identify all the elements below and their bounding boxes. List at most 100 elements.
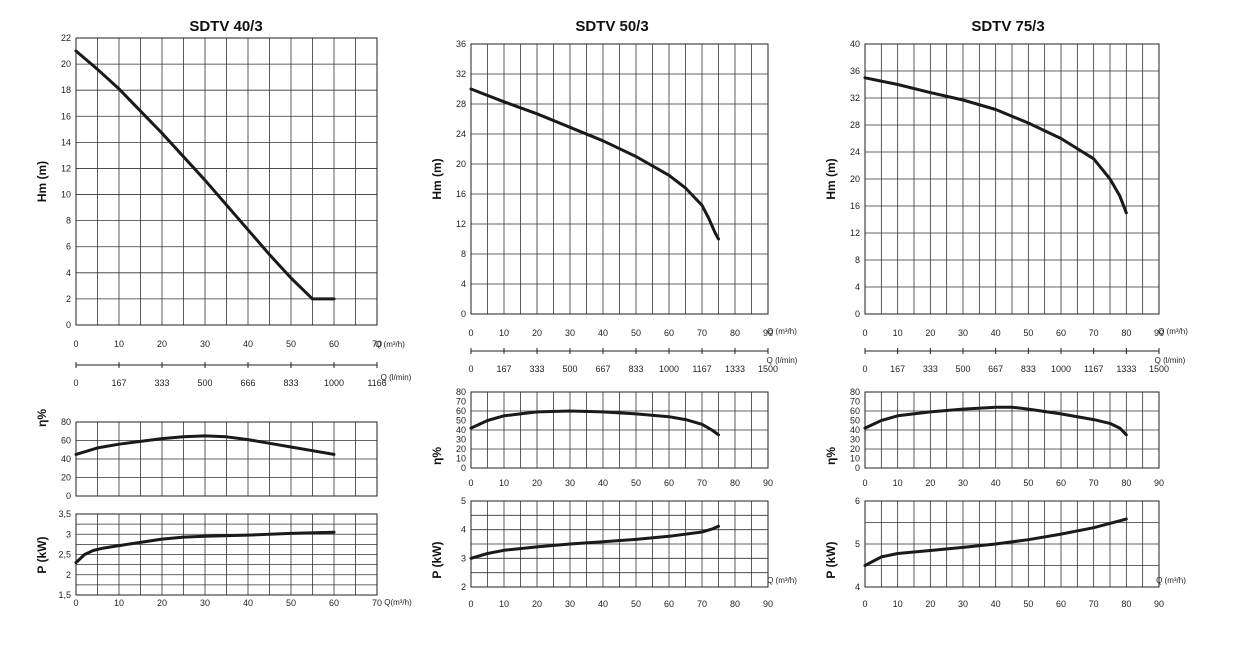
lmin-tick-label: 333 [923,364,938,374]
head-curve [74,49,336,301]
head-xunit: Q (m³/h) [375,340,405,349]
head-xtick-label: 10 [893,328,903,338]
eff-ytick-label: 20 [850,444,860,454]
eff-ytick-label: 10 [456,454,466,464]
head-frame [75,37,378,326]
eff-ytick-label: 80 [61,417,71,427]
eff-xtick-label: 90 [1154,478,1164,488]
lmin-tick-label: 1333 [725,364,745,374]
chart-title: SDTV 75/3 [971,18,1044,35]
lmin-tick-label: 500 [955,364,970,374]
head-ytick-label: 28 [456,99,466,109]
head-xtick-label: 40 [991,328,1001,338]
head-xtick-label: 50 [1023,328,1033,338]
power-xtick-label: 90 [763,599,773,609]
eff-xtick-label: 70 [1089,478,1099,488]
power-ytick-label: 4 [461,525,466,535]
eff-ytick-label: 10 [850,454,860,464]
power-xtick-label: 60 [329,598,339,608]
power-xtick-label: 10 [114,598,124,608]
power-ylabel: P (kW) [35,536,49,573]
eff-ytick-label: 30 [456,435,466,445]
head-xtick-label: 70 [1089,328,1099,338]
head-xtick-label: 0 [73,339,78,349]
eff-xtick-label: 20 [925,478,935,488]
power-ytick-label: 5 [855,539,860,549]
power-xtick-label: 80 [1121,599,1131,609]
head-ytick-label: 16 [850,201,860,211]
head-ytick-label: 8 [461,249,466,259]
power-ytick-label: 1,5 [58,590,71,600]
eff-ytick-label: 60 [456,406,466,416]
eff-xtick-label: 60 [1056,478,1066,488]
eff-frame [470,391,769,469]
eff-xtick-label: 60 [664,478,674,488]
power-xtick-label: 60 [664,599,674,609]
lmin-tick-label: 667 [988,364,1003,374]
power-ytick-label: 2 [461,582,466,592]
head-xtick-label: 40 [243,339,253,349]
lmin-tick-label: 1500 [758,364,778,374]
head-ytick-label: 32 [850,93,860,103]
eff-xtick-label: 10 [893,478,903,488]
power-xtick-label: 0 [862,599,867,609]
eff-ytick-label: 80 [850,387,860,397]
eff-xtick-label: 40 [598,478,608,488]
power-ytick-label: 2 [66,570,71,580]
power-xtick-label: 20 [157,598,167,608]
power-xtick-label: 20 [532,599,542,609]
head-xtick-label: 60 [1056,328,1066,338]
eff-curve [74,434,336,456]
eff-ytick-label: 0 [66,491,71,501]
head-ytick-label: 40 [850,39,860,49]
head-ytick-label: 8 [855,255,860,265]
lmin-tick-label: 500 [562,364,577,374]
eff-ytick-label: 20 [456,444,466,454]
head-ytick-label: 12 [61,163,71,173]
power-xtick-label: 0 [468,599,473,609]
power-ylabel: P (kW) [430,541,444,578]
eff-xtick-label: 70 [697,478,707,488]
lmin-tick-label: 1333 [1116,364,1136,374]
eff-ytick-label: 80 [456,387,466,397]
lmin-unit: Q (l/min) [381,373,412,382]
eff-ytick-label: 50 [850,416,860,426]
power-ytick-label: 3 [461,553,466,563]
lmin-tick-label: 1000 [1051,364,1071,374]
head-xtick-label: 20 [157,339,167,349]
efficiency-panel: 0 20 40 60 80 η% [35,409,378,501]
head-xtick-label: 30 [565,328,575,338]
head-panel: 0 4 8 12 16 20 24 28 32 36 0 10 20 30 40 50 60 70 80 90Q (m… [430,39,797,338]
head-xtick-label: 50 [286,339,296,349]
power-xtick-label: 70 [697,599,707,609]
eff-ylabel: η% [824,447,838,465]
power-xtick-label: 70 [1089,599,1099,609]
power-curve [74,530,336,565]
lmin-tick-label: 333 [154,378,169,388]
eff-frame [75,421,378,497]
power-xtick-label: 90 [1154,599,1164,609]
power-ytick-label: 3 [66,529,71,539]
eff-ytick-label: 70 [456,397,466,407]
power-xtick-label: 80 [730,599,740,609]
power-xtick-label: 0 [73,598,78,608]
head-ytick-label: 2 [66,294,71,304]
eff-ytick-label: 50 [456,416,466,426]
lmin-unit: Q (l/min) [1155,356,1186,365]
lmin-tick-label: 1000 [659,364,679,374]
head-panel: 0 4 8 12 16 20 24 28 32 36 40 0 10 20 30 40 50 60 70 80 90Q … [824,39,1188,338]
head-ytick-label: 0 [855,309,860,319]
lmin-unit: Q (l/min) [767,356,798,365]
chart-title: SDTV 40/3 [189,18,262,35]
eff-ytick-label: 0 [461,463,466,473]
eff-curve [863,405,1128,437]
head-xtick-label: 30 [958,328,968,338]
power-ytick-label: 3,5 [58,509,71,519]
head-xtick-label: 20 [532,328,542,338]
